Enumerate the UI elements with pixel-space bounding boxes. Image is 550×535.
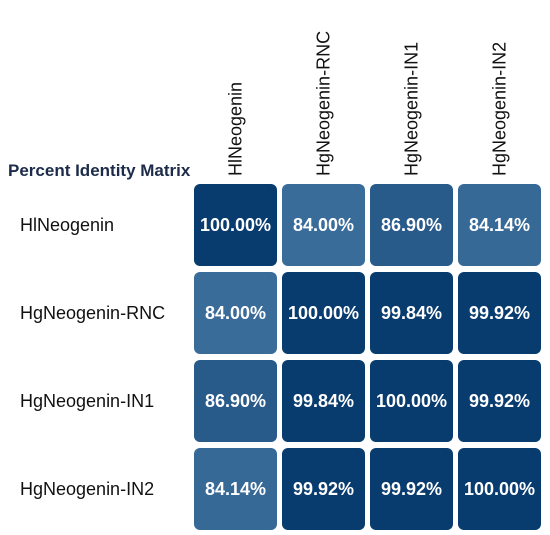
cell-value-label: 86.90% [381,215,442,235]
column-labels: HlNeogenin HgNeogenin-RNC HgNeogenin-IN1 Hg… [226,31,510,176]
row-label: HgNeogenin-IN1 [20,391,154,411]
matrix-cell [282,272,365,354]
column-label: HgNeogenin-IN2 [490,42,510,176]
row-labels: HlNeogenin HgNeogenin-RNC HgNeogenin-IN1 Hg… [20,215,165,499]
column-label: HlNeogenin [226,82,246,176]
row-label: HgNeogenin-IN2 [20,479,154,499]
cell-value-label: 99.92% [293,479,354,499]
cell-value-label: 84.00% [205,303,266,323]
cell-value-label: 99.84% [293,391,354,411]
matrix-cell [370,448,453,530]
matrix-cell [458,360,541,442]
cell-value-label: 99.92% [469,303,530,323]
matrix-cell [194,272,277,354]
matrix-cell [194,360,277,442]
matrix-cell [282,448,365,530]
matrix-cell [458,272,541,354]
matrix-cell [370,272,453,354]
column-label: HgNeogenin-RNC [314,31,334,176]
cell-value-label: 84.14% [205,479,266,499]
matrix-cell [194,448,277,530]
matrix-cell [282,184,365,266]
cell-value-label: 99.92% [469,391,530,411]
cell-value-label: 100.00% [288,303,359,323]
matrix-cell [458,184,541,266]
cell-value-label: 86.90% [205,391,266,411]
row-label: HgNeogenin-RNC [20,303,165,323]
cell-value-label: 100.00% [200,215,271,235]
matrix-cell [282,360,365,442]
cell-value-label: 99.84% [381,303,442,323]
chart-title: Percent Identity Matrix [8,161,191,180]
cell-value-label: 99.92% [381,479,442,499]
cell-value-label: 100.00% [464,479,535,499]
column-label: HgNeogenin-IN1 [402,42,422,176]
matrix-cell [458,448,541,530]
matrix-cells: 100.00% 84.00% 86.90% 84.14% 84.00% 100.00% 99… [194,184,541,530]
cell-value-label: 84.00% [293,215,354,235]
cell-value-label: 84.14% [469,215,530,235]
row-label: HlNeogenin [20,215,114,235]
matrix-cell [370,184,453,266]
cell-value-label: 100.00% [376,391,447,411]
matrix-cell [194,184,277,266]
matrix-cell [370,360,453,442]
